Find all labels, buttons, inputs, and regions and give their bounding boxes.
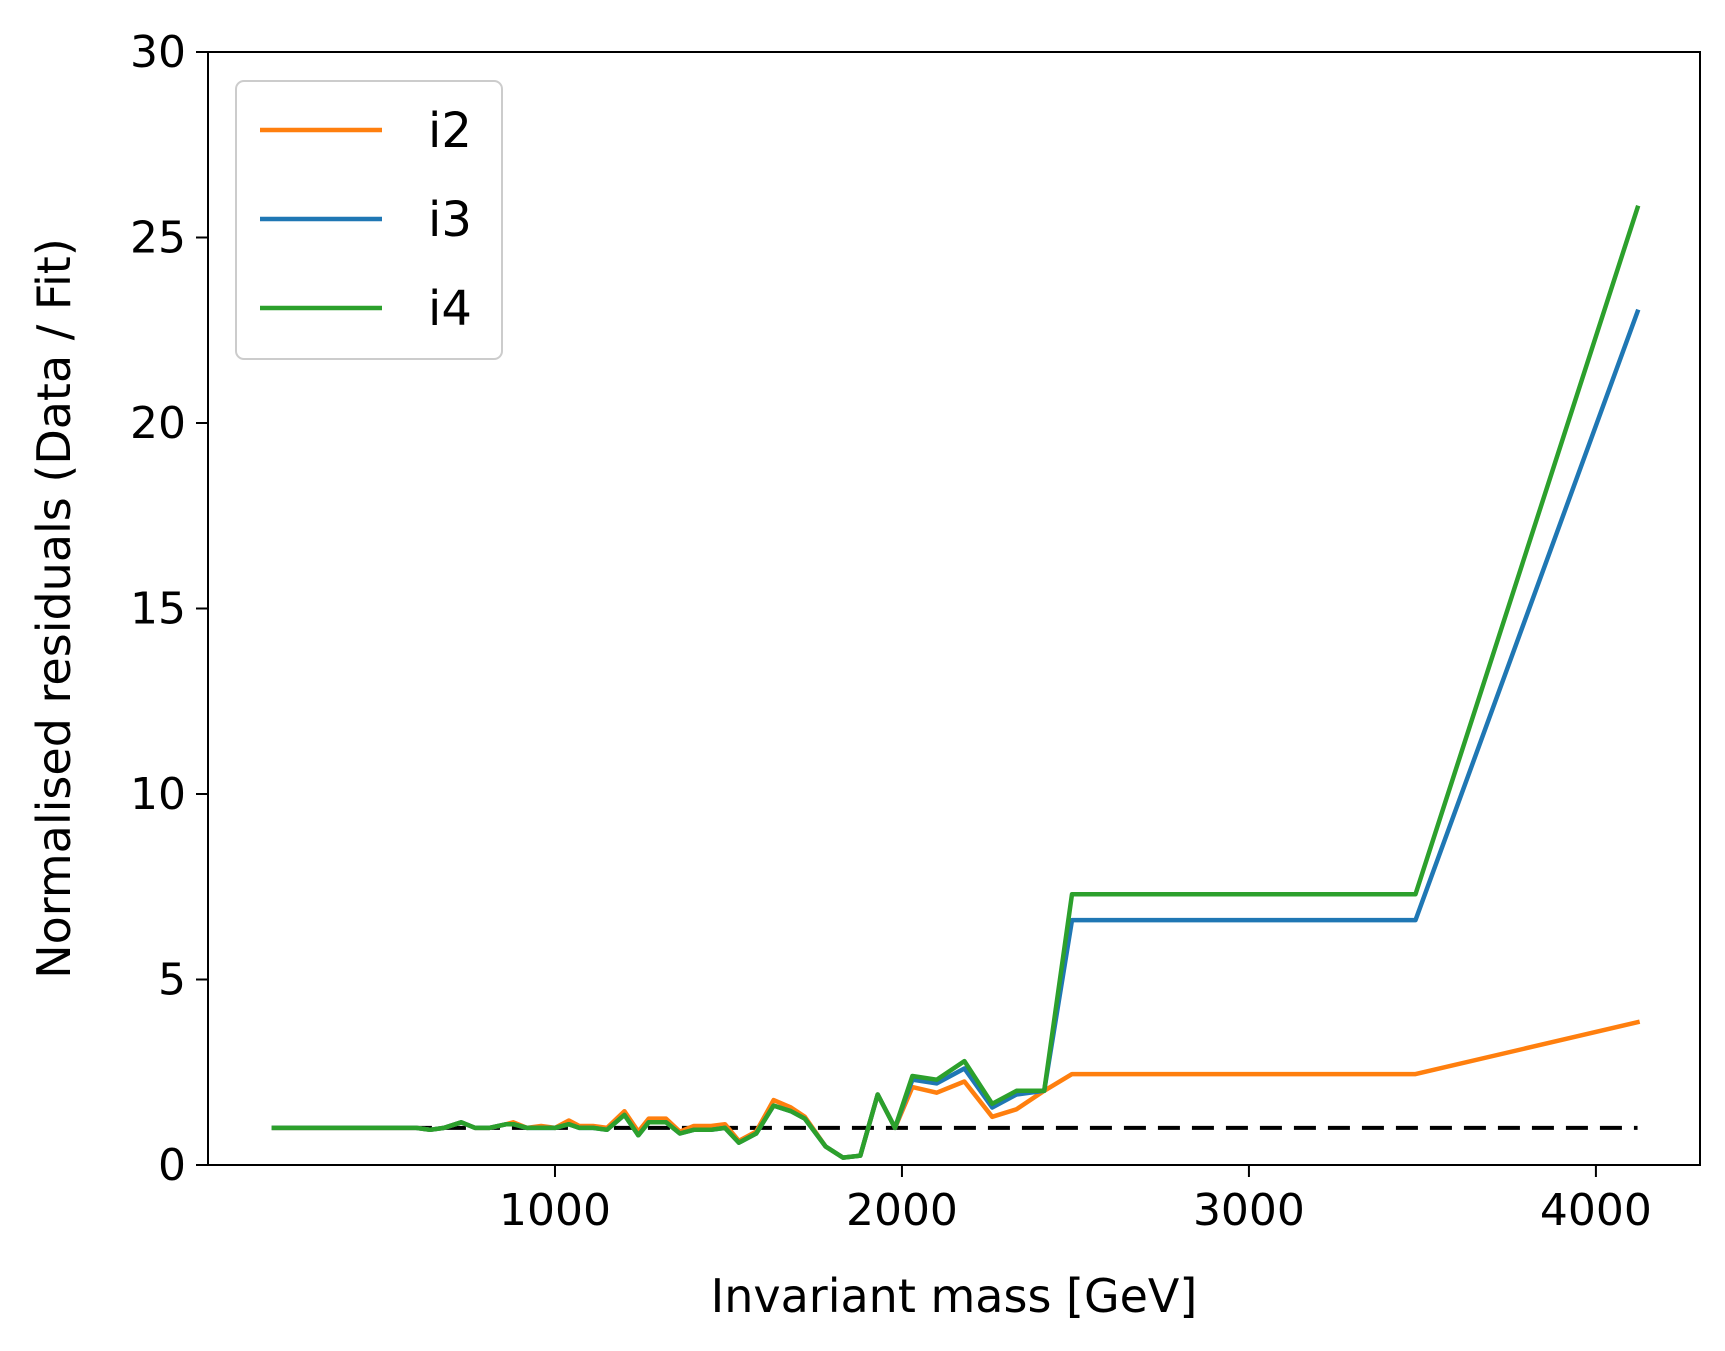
y-tick-label: 15	[130, 584, 186, 635]
x-tick-label: 1000	[499, 1185, 611, 1236]
y-axis-ticks: 0 5 10 15 20 25 30	[130, 27, 208, 1191]
series-line-i2	[271, 1019, 1641, 1160]
legend-label-i2: i2	[428, 103, 472, 159]
x-tick-label: 3000	[1193, 1185, 1305, 1236]
series-line-i3	[271, 308, 1641, 1160]
x-axis-ticks: 1000 2000 3000 4000	[499, 1165, 1652, 1236]
x-tick-label: 4000	[1540, 1185, 1652, 1236]
y-tick-label: 25	[130, 213, 186, 264]
y-axis-label: Normalised residuals (Data / Fit)	[27, 238, 81, 979]
y-tick-label: 30	[130, 27, 186, 78]
y-tick-label: 10	[130, 769, 186, 820]
series-layer	[271, 204, 1641, 1160]
y-tick-label: 0	[158, 1140, 186, 1191]
legend-label-i4: i4	[428, 281, 472, 337]
legend: i2 i3 i4	[235, 80, 503, 360]
y-tick-label: 5	[158, 955, 186, 1006]
series-line-i4	[271, 204, 1641, 1160]
x-tick-label: 2000	[846, 1185, 958, 1236]
y-tick-label: 20	[130, 398, 186, 449]
legend-label-i3: i3	[428, 192, 472, 248]
x-axis-label: Invariant mass [GeV]	[711, 1269, 1198, 1323]
plot-frame	[207, 51, 1701, 1166]
